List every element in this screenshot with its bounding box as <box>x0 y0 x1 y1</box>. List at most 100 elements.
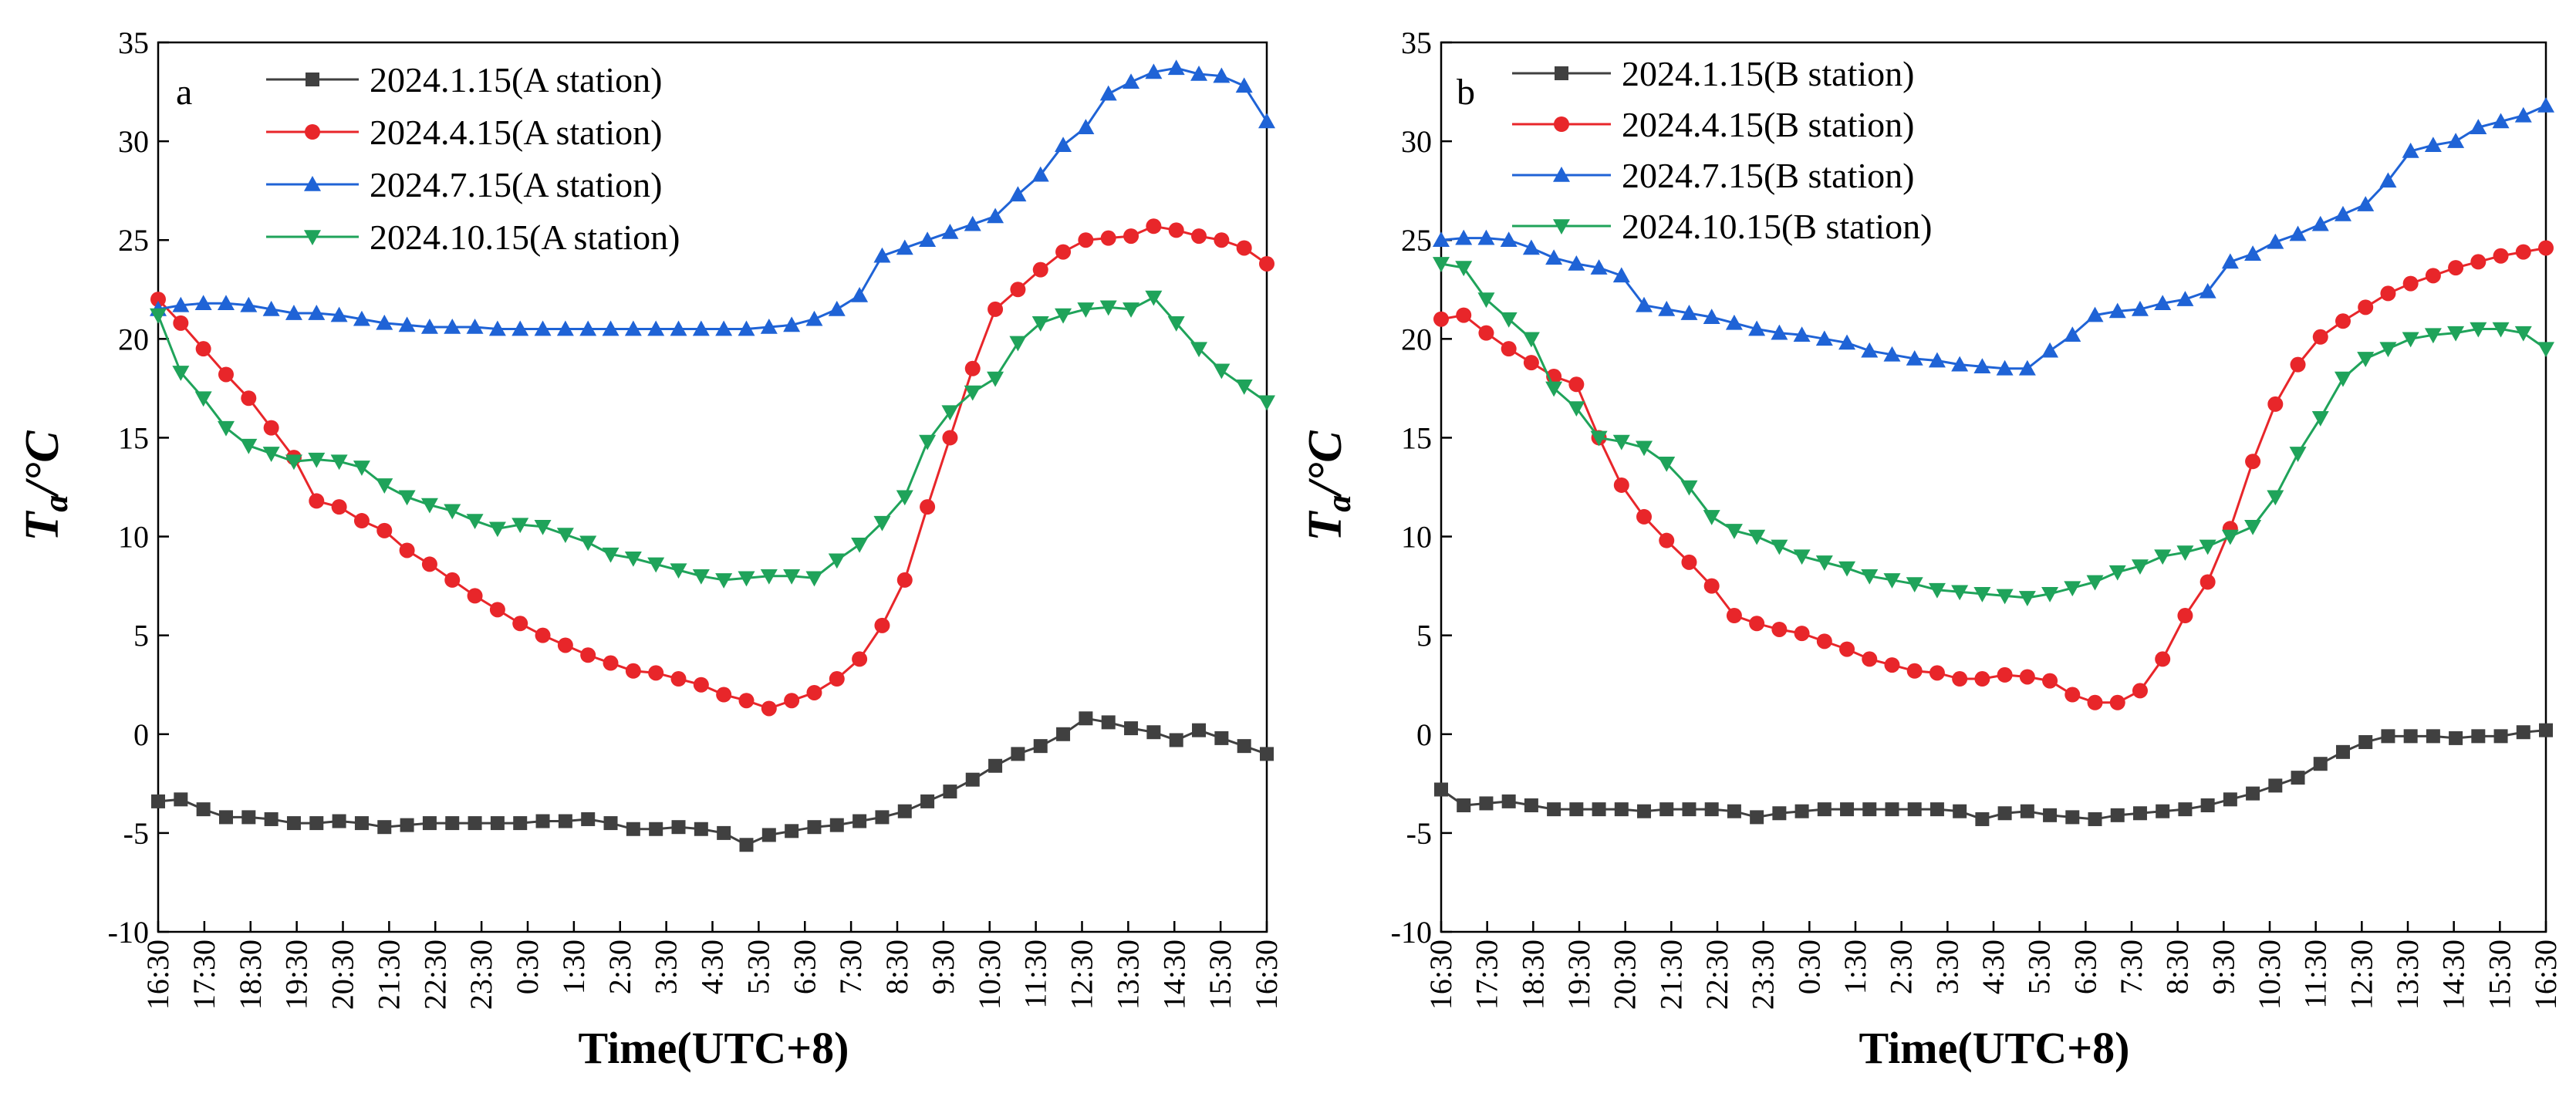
data-point <box>1235 380 1253 395</box>
data-point <box>2131 559 2149 575</box>
data-point <box>761 700 777 717</box>
data-point <box>1636 296 1653 312</box>
data-point <box>556 528 574 543</box>
data-point <box>1032 262 1048 278</box>
data-point <box>805 571 823 587</box>
data-point <box>332 814 346 828</box>
data-point <box>1794 804 1809 818</box>
data-point <box>444 318 461 334</box>
data-point <box>987 371 1004 387</box>
data-point <box>1885 802 1899 817</box>
data-point <box>1259 255 1274 272</box>
data-point <box>1592 802 1606 817</box>
data-point <box>1680 305 1698 320</box>
data-point <box>1524 798 1538 813</box>
data-point <box>1637 804 1652 818</box>
data-point <box>851 538 869 553</box>
data-point <box>579 320 597 336</box>
data-point <box>1636 508 1653 525</box>
y-tick-label: 10 <box>118 520 149 555</box>
data-point <box>286 816 301 831</box>
data-point <box>308 452 326 468</box>
data-point <box>172 366 190 381</box>
series-1 <box>150 218 1274 717</box>
data-point <box>1522 239 1540 255</box>
data-point <box>1501 341 1517 357</box>
data-point <box>1236 240 1252 256</box>
data-point <box>172 296 190 312</box>
series-2 <box>1433 96 2554 376</box>
data-point <box>1975 812 1990 826</box>
data-point <box>2424 328 2442 344</box>
data-point <box>2042 673 2058 689</box>
data-point <box>2065 810 2080 825</box>
series-2 <box>150 59 1275 336</box>
data-point <box>1906 577 1923 593</box>
data-point <box>1862 651 1878 667</box>
legend-marker <box>1553 219 1570 235</box>
data-point <box>1547 802 1561 817</box>
data-point <box>2156 804 2170 818</box>
data-point <box>557 637 573 653</box>
data-point <box>581 812 596 826</box>
data-point <box>2471 729 2486 744</box>
data-point <box>2358 299 2374 315</box>
data-point <box>398 316 416 332</box>
data-point <box>398 490 416 506</box>
data-point <box>1749 616 1765 632</box>
y-tick-label: 35 <box>118 25 149 60</box>
data-point <box>1748 320 1766 336</box>
data-point <box>488 320 506 336</box>
data-point <box>1146 725 1161 740</box>
y-tick-label: 30 <box>118 124 149 159</box>
x-tick-label: 19:30 <box>279 940 314 1010</box>
y-tick-label: 25 <box>118 223 149 258</box>
x-tick-label: 5:30 <box>741 940 775 994</box>
data-point <box>1167 59 1185 76</box>
data-point <box>241 810 256 825</box>
data-point <box>2223 792 2237 807</box>
data-point <box>556 320 574 336</box>
data-point <box>1055 137 1072 153</box>
y-tick-label: 20 <box>118 322 149 356</box>
legend-label: 2024.10.15(B station) <box>1622 207 1932 246</box>
x-tick-label: 15:30 <box>2482 940 2517 1010</box>
x-tick-label: 16:30 <box>140 940 175 1010</box>
data-point <box>2402 332 2419 348</box>
data-point <box>1078 232 1094 248</box>
data-point <box>579 535 597 552</box>
x-tick-label: 16:30 <box>1249 940 1284 1010</box>
data-point <box>1682 802 1697 817</box>
data-point <box>1771 324 1788 340</box>
x-tick-label: 18:30 <box>233 940 268 1010</box>
data-point <box>1817 802 1832 817</box>
data-point <box>218 810 233 825</box>
data-point <box>1079 711 1093 726</box>
data-point <box>738 571 755 587</box>
x-axis-title: Time(UTC+8) <box>1859 1023 2130 1073</box>
data-point <box>376 522 393 538</box>
data-point <box>1258 113 1275 129</box>
data-point <box>1123 228 1139 245</box>
data-point <box>692 569 710 585</box>
data-point <box>2289 447 2307 462</box>
data-point <box>2267 396 2284 412</box>
data-point <box>1952 671 1968 687</box>
data-point <box>694 822 708 836</box>
data-point <box>2177 608 2193 624</box>
y-tick-label: 15 <box>118 420 149 455</box>
series-line <box>1440 729 2547 821</box>
series-0 <box>151 711 1274 852</box>
data-point <box>2043 808 2058 822</box>
data-point <box>1568 255 1585 271</box>
data-point <box>2246 786 2260 801</box>
data-point <box>420 498 438 514</box>
data-point <box>2492 322 2510 338</box>
data-point <box>988 758 1003 773</box>
data-point <box>602 547 620 563</box>
data-point <box>2088 812 2102 826</box>
data-point <box>2041 587 2059 602</box>
data-point <box>1997 666 2013 683</box>
data-point <box>670 320 687 336</box>
x-tick-label: 0:30 <box>1791 940 1826 994</box>
